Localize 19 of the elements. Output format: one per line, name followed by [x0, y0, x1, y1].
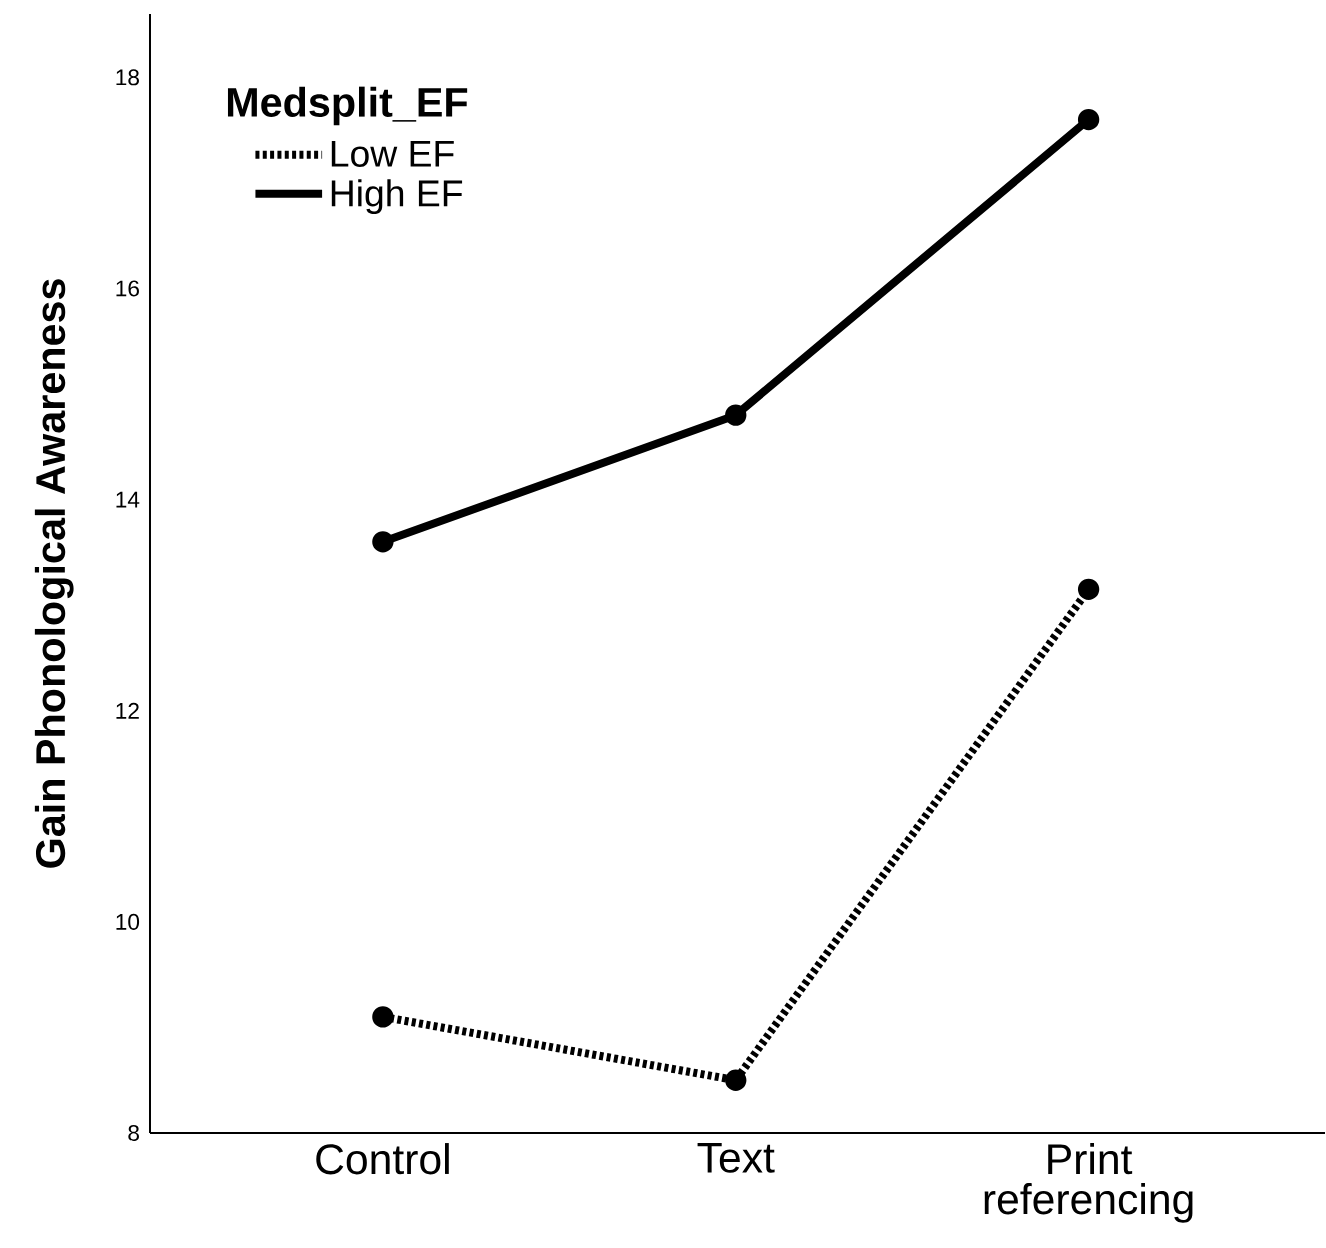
y-tick-label: 10 — [116, 913, 140, 930]
point — [725, 1069, 747, 1091]
legend-label: High EF — [331, 179, 463, 215]
x-tick-label: Text — [697, 1143, 775, 1173]
legend-label: Low EF — [331, 140, 454, 167]
point — [1077, 108, 1100, 131]
y-tick-label: 8 — [128, 1124, 139, 1142]
point — [372, 531, 394, 553]
point — [725, 404, 747, 426]
legend-title: Medsplit_EF — [227, 86, 468, 126]
y-tick-label: 18 — [116, 69, 139, 86]
y-tick-label: 16 — [116, 280, 139, 297]
point — [1077, 578, 1100, 600]
x-tick-label: Control — [316, 1143, 449, 1175]
y-axis-title: Gain Phonological Awareness — [34, 279, 74, 868]
point — [372, 1006, 394, 1028]
y-tick-label: 14 — [116, 491, 140, 508]
y-tick-label: 12 — [116, 702, 139, 719]
x-tick-label: Print referencing — [984, 1143, 1193, 1223]
